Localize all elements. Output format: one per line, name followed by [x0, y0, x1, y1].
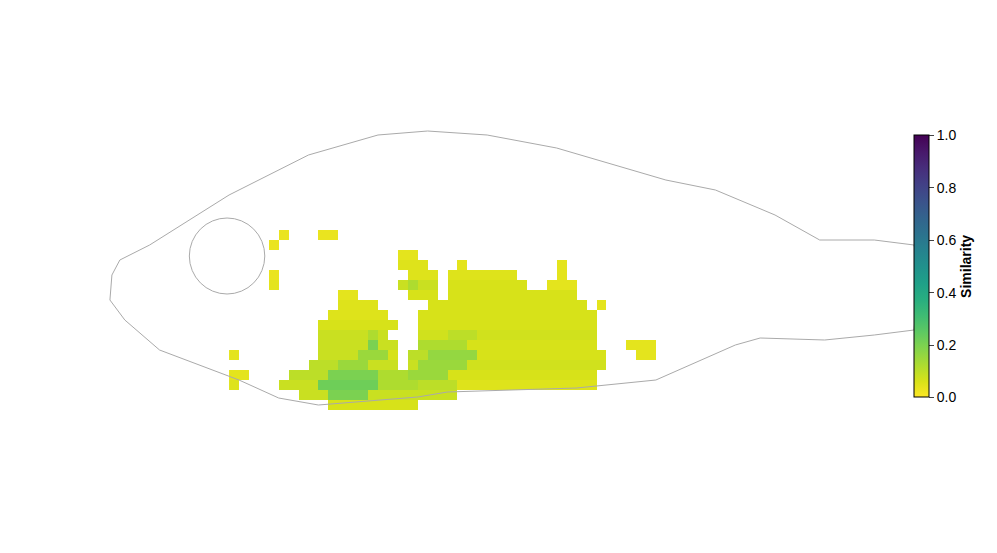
- svg-text:Similarity: Similarity: [958, 235, 974, 298]
- svg-text:0.2: 0.2: [937, 337, 957, 353]
- svg-text:1.0: 1.0: [937, 127, 957, 143]
- svg-text:0.8: 0.8: [937, 180, 957, 196]
- svg-text:0.4: 0.4: [937, 285, 957, 301]
- svg-text:0.6: 0.6: [937, 232, 957, 248]
- svg-text:0.0: 0.0: [937, 389, 957, 405]
